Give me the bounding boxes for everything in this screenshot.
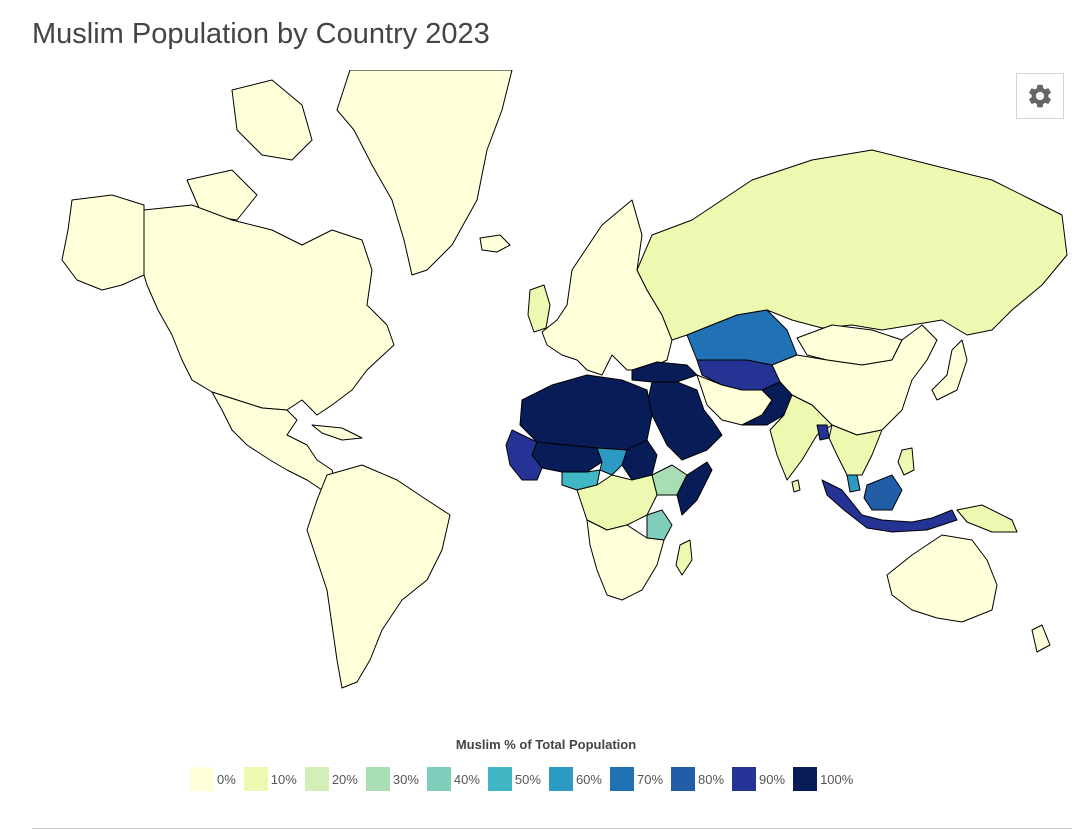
- region-russia[interactable]: [636, 149, 1068, 341]
- gear-icon: [1029, 84, 1051, 108]
- legend-item: 100%: [793, 767, 853, 791]
- legend-swatch: [548, 767, 573, 791]
- region-somalia[interactable]: [676, 461, 713, 516]
- legend-label: 20%: [331, 771, 358, 787]
- legend: 0% 10% 20% 30% 40% 50% 60% 70% 80% 90% 100%: [190, 767, 861, 791]
- legend-swatch: [243, 767, 268, 791]
- region-madagascar[interactable]: [675, 539, 693, 576]
- region-north-america[interactable]: [143, 204, 395, 416]
- region-north-africa[interactable]: [519, 374, 653, 451]
- legend-label: 90%: [759, 771, 786, 787]
- legend-item: 20%: [304, 767, 358, 791]
- legend-swatch: [190, 767, 214, 791]
- region-tanzania[interactable]: [646, 509, 673, 541]
- legend-item: 60%: [548, 767, 602, 791]
- region-sri-lanka[interactable]: [791, 479, 801, 493]
- region-canadian-arctic[interactable]: [231, 79, 313, 161]
- legend-item: 90%: [732, 767, 785, 791]
- region-west-coast-africa[interactable]: [505, 429, 543, 481]
- region-philippines[interactable]: [897, 447, 915, 476]
- world-map: [32, 70, 1072, 700]
- map-svg: [61, 70, 1068, 689]
- divider: [32, 828, 1072, 829]
- region-middle-east[interactable]: [646, 381, 723, 461]
- region-bangladesh[interactable]: [816, 424, 830, 441]
- region-new-zealand[interactable]: [1031, 624, 1051, 653]
- region-chad[interactable]: [596, 447, 628, 476]
- legend-label: 30%: [392, 771, 419, 787]
- page-title: Muslim Population by Country 2023: [32, 18, 490, 50]
- legend-item: 40%: [426, 767, 480, 791]
- legend-label: 0%: [217, 771, 236, 787]
- legend-label: 80%: [698, 771, 725, 787]
- legend-swatch: [732, 767, 757, 791]
- legend-swatch: [304, 767, 329, 791]
- legend-title: Muslim % of Total Population: [455, 737, 637, 752]
- region-pakistan[interactable]: [741, 381, 793, 426]
- legend-swatch: [671, 767, 696, 791]
- region-central-africa[interactable]: [576, 474, 658, 531]
- region-new-guinea[interactable]: [956, 504, 1018, 533]
- legend-item: 0%: [190, 767, 236, 791]
- region-cuba[interactable]: [311, 424, 363, 441]
- legend-swatch: [487, 767, 512, 791]
- legend-swatch: [426, 767, 451, 791]
- legend-swatch: [365, 767, 390, 791]
- legend-label: 40%: [453, 771, 480, 787]
- region-indonesia[interactable]: [821, 479, 958, 533]
- legend-item: 50%: [487, 767, 541, 791]
- settings-button[interactable]: [1016, 73, 1064, 119]
- legend-label: 100%: [820, 771, 854, 787]
- region-australia[interactable]: [886, 534, 998, 623]
- legend-swatch: [609, 767, 634, 791]
- legend-label: 50%: [514, 771, 541, 787]
- legend-label: 60%: [575, 771, 602, 787]
- region-greenland[interactable]: [336, 70, 513, 276]
- legend-label: 10%: [270, 771, 297, 787]
- region-europe[interactable]: [541, 199, 673, 376]
- legend-item: 30%: [365, 767, 419, 791]
- region-united-kingdom[interactable]: [527, 284, 551, 333]
- region-japan[interactable]: [931, 339, 968, 401]
- legend-item: 80%: [671, 767, 724, 791]
- region-southern-africa[interactable]: [586, 519, 665, 601]
- region-southeast-asia[interactable]: [828, 424, 883, 476]
- region-south-america[interactable]: [306, 464, 451, 689]
- region-iceland[interactable]: [479, 234, 511, 253]
- legend-label: 70%: [636, 771, 664, 787]
- legend-item: 10%: [243, 767, 297, 791]
- region-turkey[interactable]: [631, 361, 698, 383]
- region-alaska[interactable]: [61, 194, 145, 291]
- legend-swatch: [793, 767, 818, 791]
- legend-item: 70%: [609, 767, 664, 791]
- region-borneo[interactable]: [863, 474, 903, 511]
- region-india[interactable]: [769, 394, 833, 481]
- region-malaysia[interactable]: [846, 474, 861, 493]
